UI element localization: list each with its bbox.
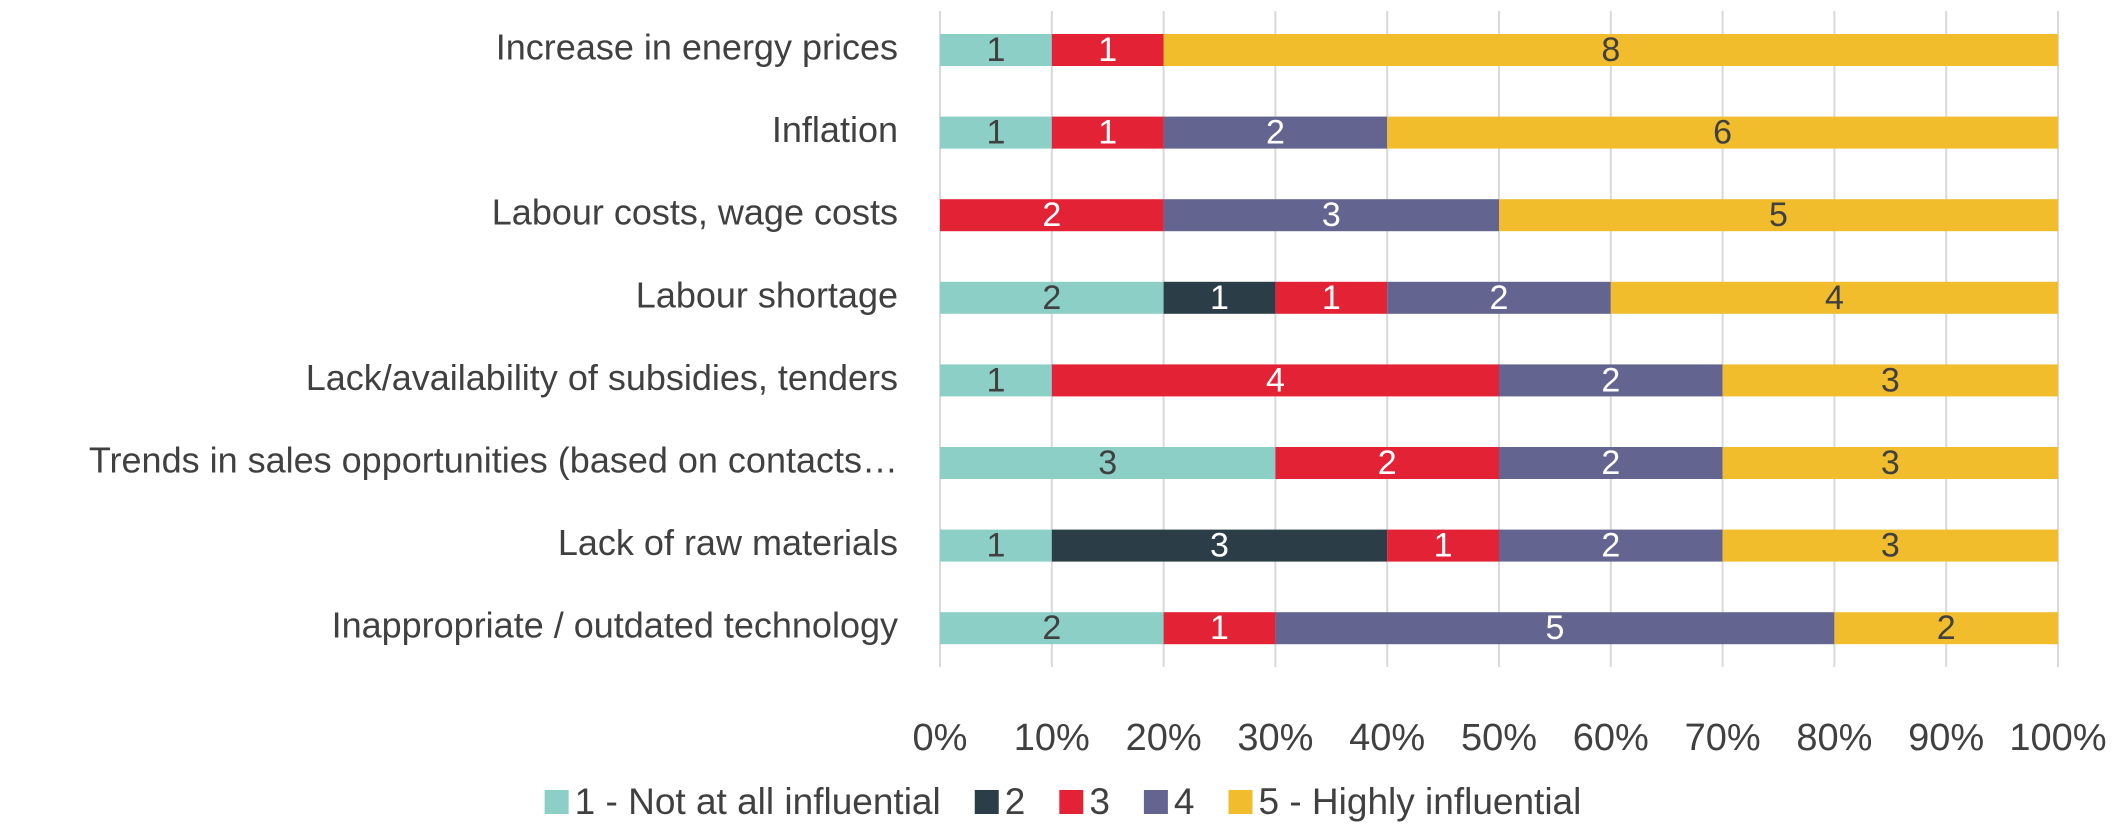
bar-segment [1051, 364, 1499, 397]
bar-segment [940, 116, 1052, 149]
bar-segment [940, 364, 1052, 397]
data-label: 3 [1210, 527, 1229, 565]
bar-segment [1387, 281, 1611, 314]
bar-segment [1163, 199, 1499, 232]
data-label: 2 [1266, 114, 1285, 152]
legend-label: 1 - Not at all influential [575, 781, 941, 822]
data-label: 1 [1098, 114, 1117, 152]
bar-segment [1499, 447, 1723, 479]
data-label: 2 [1601, 444, 1620, 482]
bar-segment [940, 281, 1164, 314]
data-label: 6 [1713, 114, 1732, 152]
bar-segment [940, 529, 1052, 562]
x-tick-label: 0% [913, 717, 968, 759]
bar-segment [1051, 529, 1388, 562]
legend-label: 4 [1174, 781, 1195, 822]
x-tick-label: 90% [1908, 717, 1984, 759]
x-tick-label: 10% [1014, 717, 1090, 759]
bar-segment [1387, 116, 2058, 149]
bar-segment [1499, 529, 1723, 562]
x-tick-label: 50% [1461, 717, 1537, 759]
bar-segment [1051, 116, 1164, 149]
x-tick-label: 40% [1349, 717, 1425, 759]
data-label: 2 [1042, 196, 1061, 234]
x-tick-label: 70% [1685, 717, 1761, 759]
bar-segment [1275, 447, 1499, 479]
data-label: 4 [1266, 361, 1285, 399]
bar-segment [1722, 529, 2058, 562]
x-tick-label: 20% [1126, 717, 1202, 759]
legend-swatch [974, 790, 999, 814]
legend-swatch [544, 790, 569, 814]
bar-segment [1499, 199, 2058, 232]
data-label: 1 [986, 527, 1005, 565]
data-label: 1 [1434, 527, 1453, 565]
bar-segment [940, 199, 1164, 232]
data-label: 2 [1601, 527, 1620, 565]
data-label: 1 [986, 114, 1005, 152]
bar-segment [1834, 612, 2058, 645]
category-label: Labour costs, wage costs [492, 192, 898, 233]
x-tick-label: 30% [1237, 717, 1313, 759]
data-label: 1 [1210, 279, 1229, 317]
bar-segment [1275, 612, 1835, 645]
data-label: 2 [1378, 444, 1397, 482]
legend-swatch [1143, 790, 1168, 814]
bar-segment [1163, 34, 2058, 66]
data-label: 2 [1490, 279, 1509, 317]
bar-segment [1499, 364, 1723, 397]
category-label: Inflation [772, 109, 898, 150]
bar-segment [1610, 281, 2058, 314]
bar-segment [1051, 34, 1164, 66]
data-label: 3 [1098, 444, 1117, 482]
bar-segment [1275, 281, 1388, 314]
bar-segment [1163, 281, 1276, 314]
bar-segment [940, 447, 1276, 479]
bar-segment [1387, 529, 1499, 562]
data-label: 1 [986, 361, 1005, 399]
data-label: 1 [1098, 31, 1117, 69]
bar-segment [940, 34, 1052, 66]
bar-segment [1722, 364, 2058, 397]
data-label: 5 [1769, 196, 1788, 234]
data-label: 3 [1322, 196, 1341, 234]
category-label: Lack of raw materials [558, 522, 898, 563]
category-label: Lack/availability of subsidies, tenders [306, 357, 898, 398]
data-label: 2 [1042, 279, 1061, 317]
category-label: Increase in energy prices [496, 27, 898, 68]
x-tick-label: 80% [1796, 717, 1872, 759]
bar-segment [1163, 612, 1276, 645]
data-label: 5 [1545, 609, 1564, 647]
legend-label: 5 - Highly influential [1258, 781, 1581, 822]
x-tick-label: 100% [2009, 717, 2106, 759]
data-label: 2 [1042, 609, 1061, 647]
legend-swatch [1228, 790, 1253, 814]
data-label: 8 [1601, 31, 1620, 69]
data-label: 4 [1825, 279, 1844, 317]
bar-segment [940, 612, 1164, 645]
data-label: 1 [986, 31, 1005, 69]
data-label: 3 [1881, 444, 1900, 482]
data-label: 3 [1881, 361, 1900, 399]
x-tick-label: 60% [1573, 717, 1649, 759]
bar-segment [1163, 116, 1388, 149]
data-label: 3 [1881, 527, 1900, 565]
category-label: Trends in sales opportunities (based on … [89, 440, 898, 481]
legend-label: 3 [1089, 781, 1110, 822]
legend-swatch [1059, 790, 1084, 814]
category-label: Labour shortage [636, 274, 898, 315]
data-label: 2 [1601, 361, 1620, 399]
data-label: 1 [1322, 279, 1341, 317]
bar-segment [1722, 447, 2058, 479]
legend-label: 2 [1005, 781, 1026, 822]
category-label: Inappropriate / outdated technology [332, 605, 898, 646]
data-label: 2 [1937, 609, 1956, 647]
data-label: 1 [1210, 609, 1229, 647]
